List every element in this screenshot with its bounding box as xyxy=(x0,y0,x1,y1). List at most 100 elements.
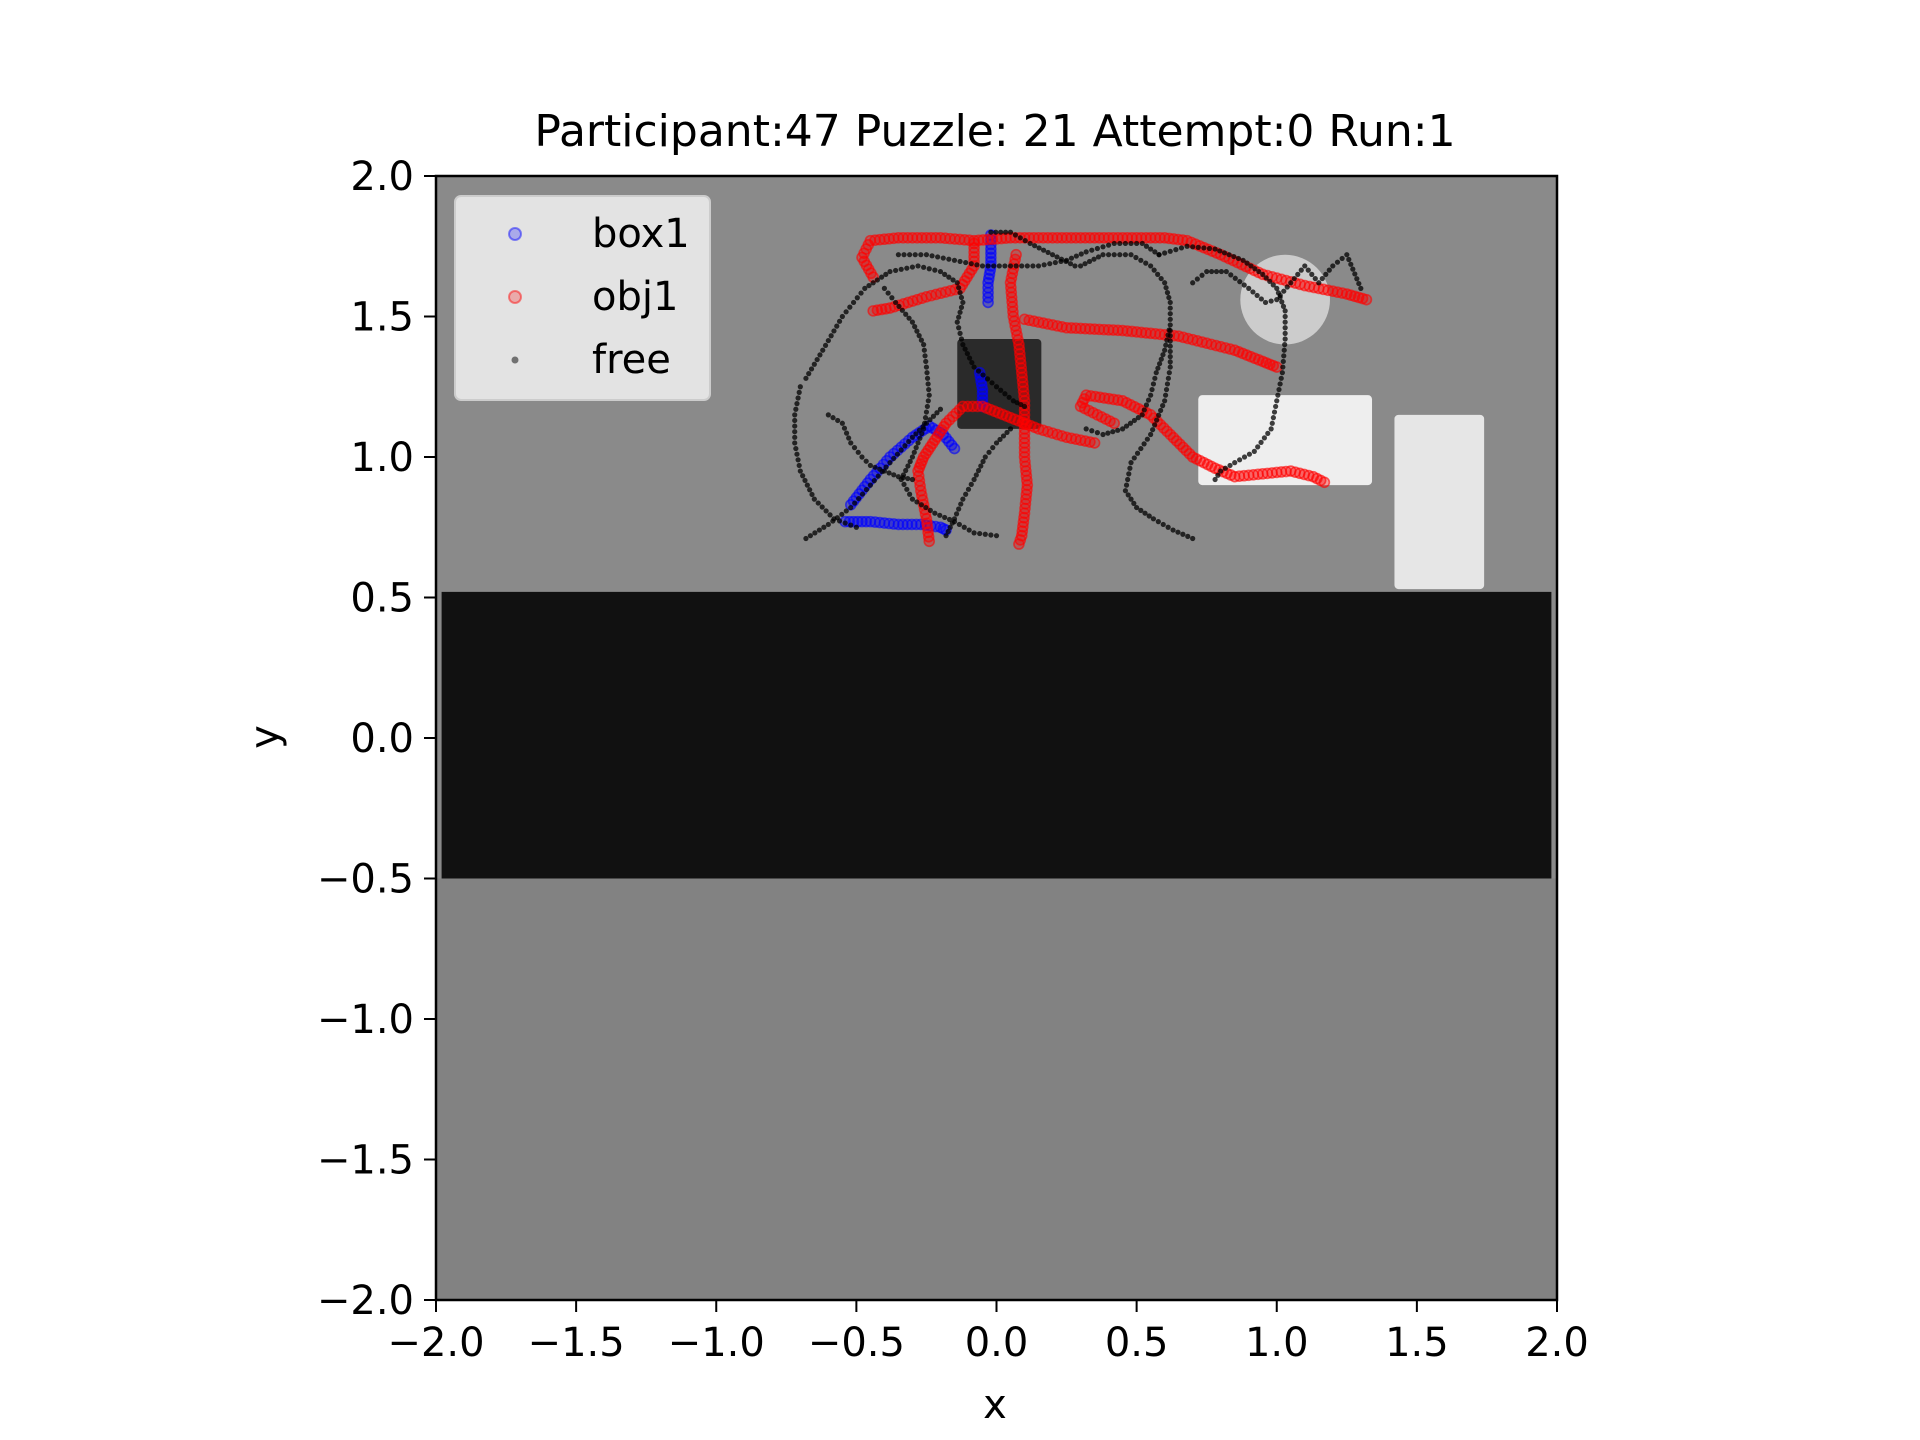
y-tick-label: −1.0 xyxy=(317,997,414,1043)
data-point xyxy=(901,481,907,487)
y-tick-label: −2.0 xyxy=(317,1278,414,1324)
data-point xyxy=(905,475,911,482)
data-point xyxy=(814,356,820,363)
data-point xyxy=(921,426,927,432)
data-point xyxy=(1036,245,1042,251)
data-point xyxy=(872,464,878,470)
data-point xyxy=(980,372,986,378)
data-point xyxy=(966,355,973,361)
data-point xyxy=(889,295,895,301)
data-point xyxy=(1125,492,1131,498)
data-point xyxy=(996,263,1002,269)
x-tick-label: −1.5 xyxy=(528,1320,625,1366)
data-point xyxy=(1237,457,1243,463)
data-point xyxy=(912,324,918,330)
data-point xyxy=(1148,431,1154,438)
data-point xyxy=(906,438,912,445)
legend-marker-free xyxy=(511,356,519,364)
data-point xyxy=(806,371,812,377)
data-point xyxy=(1250,289,1256,295)
data-point xyxy=(1006,394,1012,400)
data-point xyxy=(896,303,902,309)
data-point xyxy=(1170,527,1176,533)
data-point xyxy=(1123,423,1130,429)
data-point xyxy=(1213,268,1220,275)
data-point xyxy=(797,384,803,390)
data-point xyxy=(1246,285,1252,291)
data-point xyxy=(1302,263,1308,269)
data-point xyxy=(1089,247,1095,253)
data-point xyxy=(1049,252,1056,258)
data-point xyxy=(1265,430,1271,436)
data-point xyxy=(924,403,930,410)
data-point xyxy=(1100,252,1106,258)
data-point xyxy=(1128,240,1134,247)
data-point xyxy=(1052,259,1058,266)
data-point xyxy=(1122,252,1129,258)
data-point xyxy=(1279,299,1285,305)
data-point xyxy=(901,252,907,258)
data-point xyxy=(1100,431,1106,438)
data-point xyxy=(1078,251,1084,257)
data-point xyxy=(1067,261,1074,267)
data-point xyxy=(1281,288,1287,294)
data-point xyxy=(909,434,916,440)
data-point xyxy=(914,499,920,505)
data-point xyxy=(1167,299,1173,306)
data-point xyxy=(937,512,943,518)
data-point xyxy=(1282,330,1288,336)
data-point xyxy=(951,516,958,522)
data-point xyxy=(1013,263,1019,269)
data-point xyxy=(1094,245,1100,252)
data-point xyxy=(842,520,848,526)
data-point xyxy=(1089,428,1095,434)
data-point xyxy=(852,500,858,506)
data-point xyxy=(1275,392,1281,398)
data-point xyxy=(878,274,885,280)
data-point xyxy=(825,412,831,418)
data-point xyxy=(1173,247,1179,253)
legend-marker-box1 xyxy=(508,227,522,241)
data-point xyxy=(1218,468,1224,474)
data-point xyxy=(793,406,799,412)
data-point xyxy=(855,449,861,455)
data-point xyxy=(794,451,800,457)
y-axis-label: y xyxy=(242,725,288,749)
data-point xyxy=(1134,450,1141,456)
data-point xyxy=(871,478,877,484)
data-point xyxy=(1091,256,1097,262)
data-point xyxy=(1115,427,1121,433)
data-point xyxy=(883,464,889,470)
data-point xyxy=(1244,260,1250,266)
data-point xyxy=(863,458,869,464)
data-point xyxy=(1218,268,1225,275)
data-point xyxy=(1195,244,1201,250)
data-point xyxy=(963,259,969,266)
data-point xyxy=(960,342,966,348)
data-point xyxy=(807,487,813,493)
white-pillar xyxy=(1394,414,1485,590)
data-point xyxy=(912,252,918,258)
data-point xyxy=(1150,427,1156,433)
data-point xyxy=(793,445,799,452)
data-point xyxy=(1167,343,1173,349)
data-point xyxy=(1167,316,1173,322)
data-point xyxy=(895,474,902,480)
data-point xyxy=(975,467,982,474)
data-point xyxy=(1334,259,1341,265)
data-point xyxy=(1164,381,1171,387)
data-point xyxy=(1309,271,1315,277)
data-point xyxy=(1007,426,1014,432)
data-point xyxy=(984,376,991,382)
data-point xyxy=(1223,268,1229,275)
data-point xyxy=(881,285,888,291)
data-point xyxy=(919,430,925,437)
data-point xyxy=(825,521,831,528)
data-point xyxy=(1323,271,1329,277)
data-point xyxy=(916,333,922,339)
x-tick-label: −1.0 xyxy=(668,1320,765,1366)
data-point xyxy=(921,347,927,353)
data-point xyxy=(905,463,911,469)
data-point xyxy=(998,387,1004,393)
data-point xyxy=(1270,415,1276,421)
